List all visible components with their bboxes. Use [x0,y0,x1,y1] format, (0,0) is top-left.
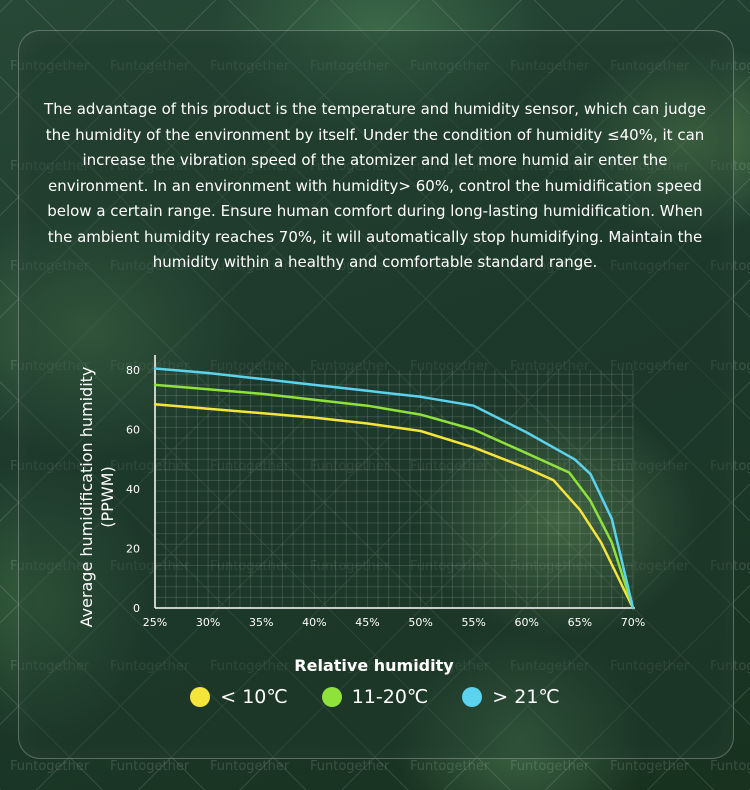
y-tick-label: 20 [126,543,140,556]
y-tick-label: 0 [133,602,140,615]
legend-item: 11-20℃ [321,686,429,708]
legend-label: > 21℃ [492,686,560,708]
legend-swatch [321,687,342,707]
y-tick-label: 80 [126,364,140,377]
x-tick-label: 45% [355,616,379,629]
legend-label: < 10℃ [220,686,288,708]
x-tick-label: 30% [196,616,220,629]
y-tick-label: 40 [126,483,140,496]
x-tick-label: 60% [515,616,539,629]
x-tick-label: 40% [302,616,326,629]
legend-swatch [462,687,483,707]
chart-legend: < 10℃ 11-20℃ > 21℃ [0,686,750,708]
x-tick-label: 55% [461,616,485,629]
y-axis-label-unit: (PPWM) [98,466,117,527]
legend-item: > 21℃ [462,686,560,708]
series-line [153,367,635,610]
y-axis-label: Average humidification humidity (PPWM) [77,367,117,628]
chart-axes: 0 20 40 60 80 25% 30% 35% 40% 45% 50% 55% 60% 65% 70% [126,355,645,629]
y-tick-label: 60 [126,424,140,437]
x-tick-label: 65% [568,616,592,629]
legend-swatch [190,687,211,707]
series-line [153,383,635,610]
x-tick-label: 50% [408,616,432,629]
content-panel [18,30,734,759]
chart-series [153,367,635,610]
x-tick-label: 35% [249,616,273,629]
x-tick-label: 70% [621,616,645,629]
series-line [153,402,635,610]
y-axis-label-line: Average humidification humidity [77,367,96,628]
product-description: The advantage of this product is the tem… [44,100,706,271]
legend-label: 11-20℃ [351,686,429,708]
x-tick-label: 25% [143,616,167,629]
legend-item: < 10℃ [190,686,288,708]
x-axis-label: Relative humidity [294,656,454,675]
